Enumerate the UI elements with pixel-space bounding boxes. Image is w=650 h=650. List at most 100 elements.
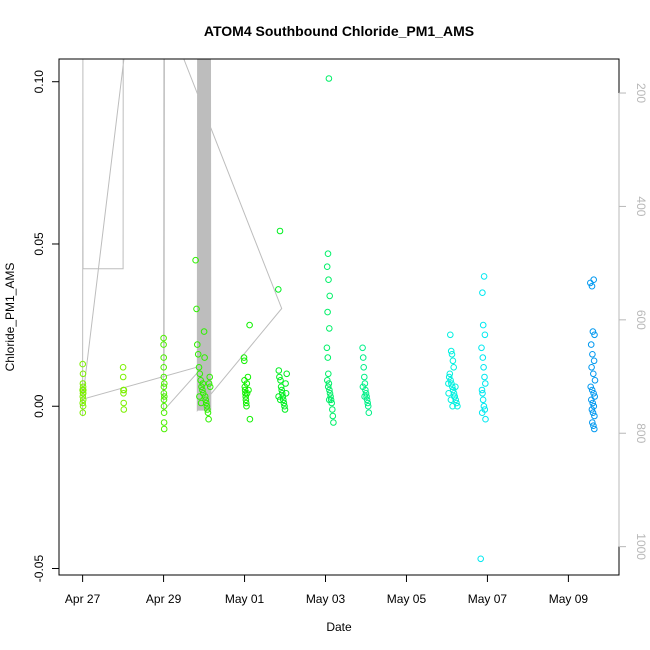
y-tick-label: 0.10 <box>32 70 46 94</box>
data-point <box>479 396 487 404</box>
data-point <box>204 406 211 413</box>
data-point <box>276 373 283 381</box>
data-point <box>205 380 213 387</box>
x-axis-label: Date <box>326 620 352 634</box>
data-point <box>482 380 489 387</box>
y2-tick-label: 200 <box>634 83 648 103</box>
data-point <box>325 396 333 404</box>
data-point <box>277 383 285 391</box>
data-point <box>282 380 289 387</box>
data-point <box>448 351 456 358</box>
data-point <box>591 425 598 433</box>
data-point <box>360 364 368 371</box>
data-point <box>448 380 455 387</box>
data-point <box>330 419 337 426</box>
x-tick-label: May 01 <box>225 592 265 606</box>
y-tick-label: 0.05 <box>32 232 46 256</box>
data-point <box>160 373 168 381</box>
data-point <box>447 396 455 404</box>
data-point <box>243 402 250 410</box>
data-point <box>452 396 460 404</box>
data-point <box>196 370 204 378</box>
data-point <box>202 396 209 404</box>
data-point <box>245 386 252 394</box>
series-8 <box>477 273 489 563</box>
data-point <box>589 409 597 417</box>
data-point <box>281 402 288 410</box>
data-point <box>359 383 367 391</box>
x-tick-label: May 09 <box>549 592 589 606</box>
series-3 <box>240 321 254 423</box>
data-point <box>451 393 458 400</box>
data-point <box>79 370 87 378</box>
data-point <box>276 227 284 235</box>
data-point <box>326 390 334 397</box>
data-point <box>282 390 290 397</box>
data-point <box>201 354 208 361</box>
data-point <box>591 412 598 420</box>
data-point <box>194 341 201 348</box>
data-point <box>160 383 168 391</box>
data-point <box>323 344 331 352</box>
data-point <box>243 390 251 397</box>
data-point <box>325 370 332 378</box>
data-point <box>278 386 286 394</box>
data-point <box>446 370 454 378</box>
x-tick-label: May 07 <box>468 592 508 606</box>
data-point <box>445 373 453 381</box>
y2-tick-label: 600 <box>634 310 648 330</box>
data-point <box>588 396 595 404</box>
data-point <box>160 419 168 426</box>
data-point <box>246 321 253 329</box>
data-point <box>204 409 212 417</box>
data-point <box>590 402 598 410</box>
data-point <box>478 386 486 394</box>
x-tick-label: Apr 27 <box>65 592 101 606</box>
data-point <box>362 390 370 397</box>
data-point <box>198 383 205 391</box>
data-point <box>276 396 284 404</box>
data-point <box>79 360 86 368</box>
series-4 <box>275 227 291 413</box>
data-point <box>161 393 168 400</box>
y-axis-label: Chloride_PM1_AMS <box>3 263 17 372</box>
data-point <box>329 412 337 420</box>
data-point <box>79 396 87 404</box>
data-point <box>480 402 488 410</box>
data-point <box>192 256 199 264</box>
data-point <box>200 328 208 335</box>
data-point <box>327 393 334 400</box>
data-point <box>160 402 168 410</box>
data-point <box>160 354 167 361</box>
y2-tick-label: 800 <box>634 423 648 443</box>
data-point <box>324 354 332 361</box>
data-point <box>478 409 486 417</box>
data-point <box>452 383 459 391</box>
data-point <box>589 419 596 426</box>
data-point <box>160 409 168 417</box>
data-point <box>591 331 598 339</box>
data-point <box>364 402 372 410</box>
data-point <box>119 364 127 371</box>
data-point <box>246 415 254 423</box>
series-1 <box>160 334 168 433</box>
data-point <box>588 386 596 394</box>
x-tick-label: Apr 29 <box>146 592 182 606</box>
data-point <box>242 399 250 407</box>
y-axis: -0.05 0.00 0.05 0.10 <box>32 70 59 582</box>
data-point <box>590 422 597 430</box>
data-points <box>79 75 599 563</box>
data-point <box>363 393 370 400</box>
data-point <box>482 415 489 423</box>
data-point <box>480 273 488 280</box>
data-point <box>588 282 596 290</box>
data-point <box>79 380 87 387</box>
data-point <box>277 377 284 384</box>
data-point <box>240 354 248 361</box>
data-point <box>325 276 332 284</box>
data-point <box>120 399 127 407</box>
data-point <box>326 292 334 300</box>
data-point <box>587 341 595 348</box>
y-tick-label: -0.05 <box>32 555 46 583</box>
